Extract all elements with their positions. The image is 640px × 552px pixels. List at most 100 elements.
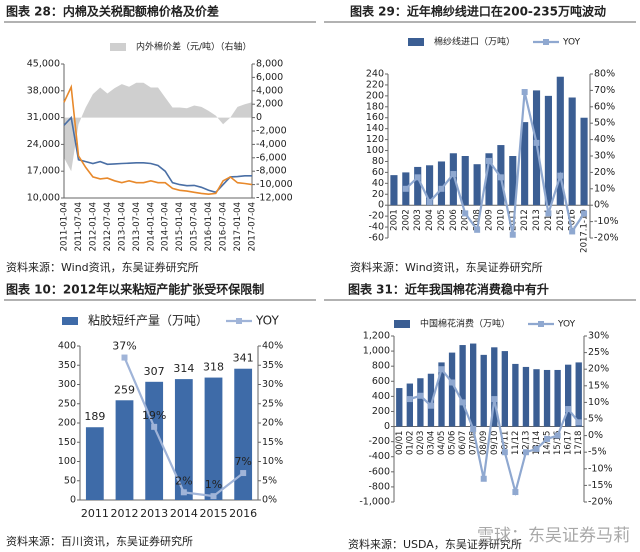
bar-value-label: 259 <box>114 383 135 396</box>
marker <box>438 185 445 192</box>
bar <box>85 427 104 500</box>
marker <box>533 445 540 452</box>
x-tick-label: 04/05 <box>437 431 447 456</box>
x-tick-label: 13/14 <box>532 431 542 456</box>
marker <box>406 396 413 403</box>
x-tick-label: 09/10 <box>490 431 500 456</box>
marker <box>521 89 528 96</box>
legend-label: 中国棉花消费（万吨） <box>420 318 510 330</box>
x-tick-label: 2012-07-04 <box>103 202 113 251</box>
line <box>63 84 253 196</box>
x-tick-label: 2014 <box>544 209 554 231</box>
y2-tick-label: -15% <box>588 480 613 491</box>
marker <box>438 366 445 373</box>
y-tick-label: 240 <box>366 69 384 80</box>
y2-tick-label: -10% <box>594 216 619 227</box>
marker <box>426 198 433 205</box>
bar <box>485 153 493 206</box>
y-tick-label: 160 <box>366 112 384 123</box>
y2-tick-label: -10,000 <box>256 179 293 190</box>
x-tick-label: 2009 <box>485 209 495 231</box>
y2-tick-label: 8,000 <box>256 59 283 70</box>
x-tick-label: 2001 <box>389 209 399 231</box>
x-tick-label: 2011 <box>81 507 109 520</box>
y2-tick-label: 35% <box>262 360 283 371</box>
bar-value-label: 307 <box>144 365 165 378</box>
y-tick-label: 20 <box>372 189 384 200</box>
y2-tick-label: 0% <box>588 430 603 441</box>
bar-value-label: 341 <box>233 352 254 365</box>
line <box>405 91 586 235</box>
x-tick-label: 11/12 <box>511 431 521 456</box>
y-tick-label: 80 <box>372 156 384 167</box>
x-tick-label: 2015-07-04 <box>190 202 200 251</box>
bar <box>461 156 469 206</box>
y2-tick-label: 60% <box>594 101 615 112</box>
marker <box>121 354 128 361</box>
x-tick-label: 17/18 <box>574 431 584 456</box>
bar <box>512 363 519 427</box>
legend-marker <box>538 321 544 327</box>
y-tick-label: 10,000 <box>27 193 60 204</box>
y-tick-label: 220 <box>366 79 384 90</box>
y2-tick-label: -4,000 <box>256 139 287 150</box>
bar <box>473 164 481 206</box>
y2-tick-label: 40% <box>594 134 615 145</box>
x-tick-label: 2005 <box>437 209 447 231</box>
y-tick-label: 400 <box>372 391 390 402</box>
x-tick-label: 2016 <box>229 507 257 520</box>
y-tick-label: 350 <box>58 360 76 371</box>
bar <box>580 117 588 206</box>
y-tick-label: -800 <box>368 481 390 492</box>
legend-swatch <box>408 38 424 46</box>
bar <box>575 362 582 427</box>
marker <box>480 475 487 482</box>
bar <box>145 381 164 500</box>
x-tick-label: 2002 <box>401 209 411 231</box>
y-tick-label: -400 <box>368 451 390 462</box>
legend-marker <box>236 318 242 324</box>
bar <box>427 373 435 427</box>
y-tick-label: 38,000 <box>27 85 60 96</box>
x-tick-label: 2008 <box>473 209 483 231</box>
y2-tick-label: 10% <box>594 183 615 194</box>
bar <box>491 347 498 427</box>
x-tick-label: 2004 <box>425 209 435 231</box>
x-tick-label: 03/04 <box>426 431 436 456</box>
y-tick-label: -600 <box>368 466 390 477</box>
x-tick-label: 2016-07-04 <box>219 202 229 251</box>
bar <box>437 161 446 206</box>
x-tick-label: 2017.1-10 <box>580 209 590 253</box>
x-tick-label: 12/13 <box>521 431 531 456</box>
x-tick-label: 2013 <box>140 507 168 520</box>
x-tick-label: 2003 <box>413 209 423 231</box>
marker <box>565 406 572 413</box>
marker <box>501 449 508 456</box>
marker <box>210 493 217 500</box>
y2-tick-label: 15% <box>588 380 609 391</box>
marker <box>545 210 552 217</box>
marker <box>533 139 540 146</box>
marker <box>491 396 498 403</box>
bar <box>448 352 456 427</box>
y2-tick-label: 80% <box>594 69 615 80</box>
x-tick-label: 2012 <box>111 507 139 520</box>
y-tick-label: 60 <box>372 167 384 178</box>
marker <box>509 231 516 238</box>
legend-swatch <box>62 317 78 325</box>
x-tick-label: 2010 <box>496 209 506 231</box>
y-tick-label: 0 <box>384 421 390 432</box>
marker <box>450 171 457 178</box>
y2-tick-label: -10% <box>588 463 613 474</box>
x-tick-label: 05/06 <box>448 431 458 456</box>
y2-tick-label: 15% <box>262 437 283 448</box>
figure-title: 图表 29：近年棉纱线进口在200-235万吨波动 <box>350 4 606 19</box>
marker <box>462 210 469 217</box>
figure-title: 图表 10：2012年以来粘短产能扩张受环保限制 <box>6 282 264 297</box>
y2-tick-label: 70% <box>594 85 615 96</box>
x-tick-label: 2016 <box>568 209 578 231</box>
y2-tick-label: -5% <box>588 447 607 458</box>
marker <box>151 423 158 430</box>
bar <box>521 122 529 206</box>
bar <box>414 166 422 206</box>
